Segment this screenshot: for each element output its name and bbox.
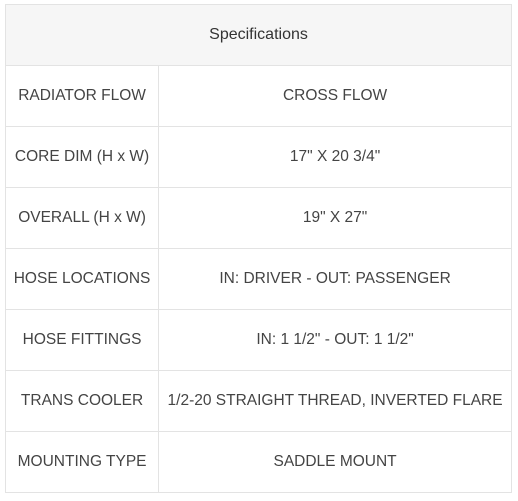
table-row: TRANS COOLER 1/2-20 STRAIGHT THREAD, INV… bbox=[4, 370, 512, 432]
specifications-table: Specifications RADIATOR FLOW CROSS FLOW … bbox=[4, 4, 512, 493]
spec-label: RADIATOR FLOW bbox=[4, 65, 160, 127]
spec-label: MOUNTING TYPE bbox=[4, 431, 160, 493]
table-header: Specifications bbox=[5, 4, 512, 66]
spec-value: 19" X 27" bbox=[158, 187, 512, 249]
spec-value: IN: DRIVER - OUT: PASSENGER bbox=[158, 248, 512, 310]
spec-value: 17" X 20 3/4" bbox=[158, 126, 512, 188]
spec-label: OVERALL (H x W) bbox=[4, 187, 160, 249]
table-row: HOSE FITTINGS IN: 1 1/2" - OUT: 1 1/2" bbox=[4, 309, 512, 371]
spec-label: HOSE FITTINGS bbox=[4, 309, 160, 371]
spec-value: CROSS FLOW bbox=[158, 65, 512, 127]
spec-value: 1/2-20 STRAIGHT THREAD, INVERTED FLARE bbox=[158, 370, 512, 432]
table-row: MOUNTING TYPE SADDLE MOUNT bbox=[4, 431, 512, 493]
spec-label: CORE DIM (H x W) bbox=[4, 126, 160, 188]
table-body: RADIATOR FLOW CROSS FLOW CORE DIM (H x W… bbox=[4, 65, 512, 493]
spec-value: IN: 1 1/2" - OUT: 1 1/2" bbox=[158, 309, 512, 371]
spec-label: TRANS COOLER bbox=[4, 370, 160, 432]
spec-value: SADDLE MOUNT bbox=[158, 431, 512, 493]
table-row: RADIATOR FLOW CROSS FLOW bbox=[4, 65, 512, 127]
table-row: CORE DIM (H x W) 17" X 20 3/4" bbox=[4, 126, 512, 188]
header-row: Specifications bbox=[5, 4, 512, 66]
table-row: OVERALL (H x W) 19" X 27" bbox=[4, 187, 512, 249]
table-title: Specifications bbox=[5, 4, 512, 66]
table-row: HOSE LOCATIONS IN: DRIVER - OUT: PASSENG… bbox=[4, 248, 512, 310]
spec-label: HOSE LOCATIONS bbox=[4, 248, 160, 310]
